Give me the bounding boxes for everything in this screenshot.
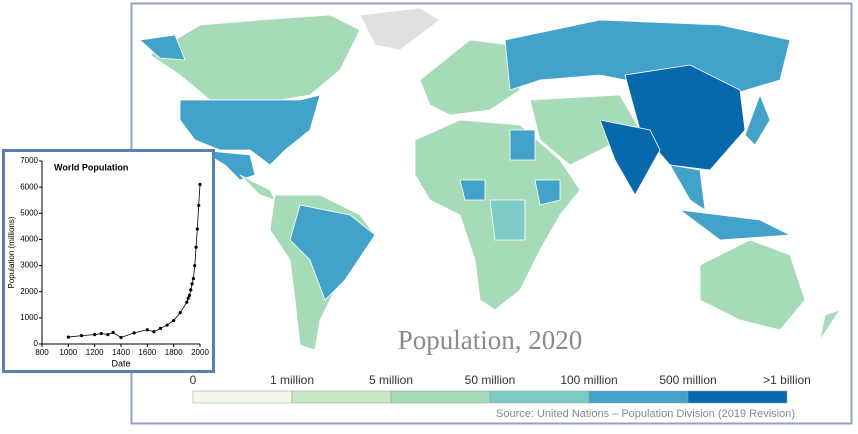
data-point xyxy=(119,335,123,340)
world-map xyxy=(139,7,841,351)
legend-label: 50 million xyxy=(465,373,516,387)
legend-label: 0 xyxy=(190,373,197,387)
data-point xyxy=(191,277,196,281)
data-point xyxy=(189,288,193,292)
legend-swatch xyxy=(588,390,689,404)
y-tick-label: 3000 xyxy=(20,261,38,270)
brazil xyxy=(289,204,376,301)
data-point xyxy=(185,300,189,304)
legend-label: 500 million xyxy=(659,373,716,387)
x-axis-label: Date xyxy=(111,358,130,368)
data-point xyxy=(93,332,97,337)
x-tick-label: 1400 xyxy=(112,348,130,357)
y-tick-label: 0 xyxy=(34,339,39,348)
y-tick-label: 4000 xyxy=(20,235,38,244)
y-tick-label: 6000 xyxy=(20,182,38,191)
data-point xyxy=(198,182,202,187)
y-tick-label: 2000 xyxy=(20,287,38,296)
data-point xyxy=(106,332,110,337)
data-point xyxy=(172,318,176,323)
indonesia xyxy=(678,209,792,241)
data-point xyxy=(178,311,182,315)
data-point xyxy=(187,293,192,297)
data-point xyxy=(132,331,136,335)
source: Source: United Nations – Population Divi… xyxy=(496,408,795,420)
legend-label: 1 million xyxy=(270,373,314,387)
inset-chart: 0 1000 2000 3000 4000 5000 6000 7000 800 1000 1200… xyxy=(7,156,209,368)
x-tick-label: 2000 xyxy=(191,348,209,357)
data-point xyxy=(99,331,103,336)
legend-swatch xyxy=(489,390,590,404)
data-point xyxy=(197,203,201,208)
data-point xyxy=(158,326,163,330)
nigeria xyxy=(459,179,486,201)
legend-swatch xyxy=(390,390,491,404)
dr-congo xyxy=(489,199,526,241)
map-title: Population, 2020 xyxy=(398,325,583,355)
legend: 0 1 million 5 million 50 million 100 million… xyxy=(190,373,811,404)
y-axis-label: Population (millions) xyxy=(7,216,16,288)
europe xyxy=(419,39,521,116)
legend-label: 5 million xyxy=(369,373,413,387)
data-point xyxy=(190,282,194,286)
data-point xyxy=(186,296,190,300)
greenland xyxy=(359,7,441,51)
ethiopia xyxy=(534,179,561,206)
canada xyxy=(149,14,361,101)
india xyxy=(599,119,661,196)
x-tick-label: 1800 xyxy=(165,348,183,357)
usa xyxy=(179,94,321,166)
data-point xyxy=(152,330,156,334)
legend-swatch xyxy=(687,390,788,404)
legend-label: >1 billion xyxy=(763,373,811,387)
y-tick-label: 1000 xyxy=(20,313,38,322)
x-tick-label: 1000 xyxy=(59,348,77,357)
legend-label: 100 million xyxy=(560,373,617,387)
japan xyxy=(744,93,771,146)
y-tick-label: 7000 xyxy=(20,156,38,165)
legend-swatch xyxy=(291,390,392,404)
data-point xyxy=(145,328,149,332)
data-point xyxy=(66,335,70,339)
new-zealand xyxy=(819,309,841,341)
data-point xyxy=(193,263,197,268)
data-point xyxy=(165,323,169,327)
data-point xyxy=(111,330,115,335)
data-point xyxy=(194,245,198,249)
x-tick-label: 1200 xyxy=(86,348,104,357)
chart-title: World Population xyxy=(54,162,128,172)
australia xyxy=(699,239,806,331)
alaska xyxy=(139,34,186,61)
legend-swatch xyxy=(192,390,293,404)
middle-east xyxy=(529,94,641,166)
data-point xyxy=(195,227,199,231)
x-tick-label: 1600 xyxy=(138,348,156,357)
y-tick-label: 5000 xyxy=(20,208,38,217)
x-tick-label: 800 xyxy=(35,348,49,357)
data-point xyxy=(79,334,84,338)
southeast-asia xyxy=(669,164,706,211)
egypt xyxy=(509,129,536,161)
